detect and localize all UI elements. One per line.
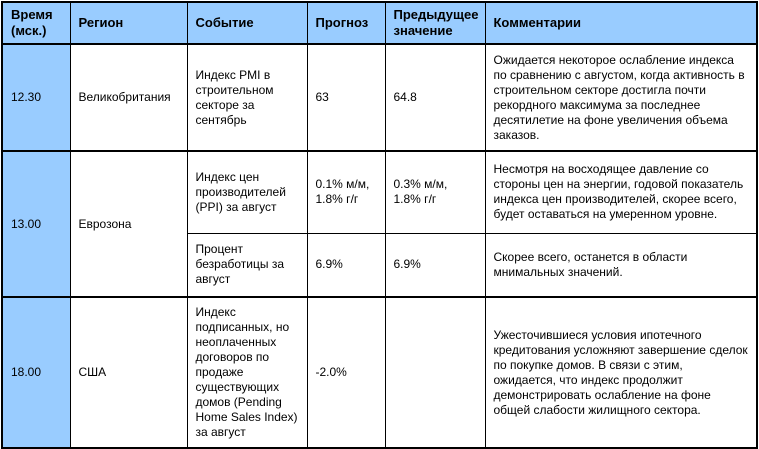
cell-region: Великобритания bbox=[69, 43, 188, 152]
header-forecast: Прогноз bbox=[306, 1, 386, 45]
table-row: 18.00 США Индекс подписанных, но неоплач… bbox=[1, 296, 758, 449]
cell-comment: Ужесточившиеся условия ипотечного кредит… bbox=[484, 296, 758, 449]
cell-forecast: -2.0% bbox=[306, 296, 386, 449]
cell-event: Индекс подписанных, но неоплаченных дого… bbox=[186, 296, 308, 449]
cell-comment: Скорее всего, останется в области мнимал… bbox=[484, 232, 758, 298]
table-row: 13.00 Еврозона Индекс цен производителей… bbox=[1, 150, 758, 298]
table-row: 12.30 Великобритания Индекс PMI в строит… bbox=[1, 43, 758, 152]
cell-previous bbox=[384, 296, 486, 449]
cell-event: Процент безработицы за август bbox=[186, 232, 308, 298]
cell-time: 13.00 bbox=[1, 150, 71, 298]
cell-comment: Ожидается некоторое ослабление индекса п… bbox=[484, 43, 758, 152]
cell-region: Еврозона bbox=[69, 150, 188, 298]
cell-previous: 64.8 bbox=[384, 43, 486, 152]
header-time: Время (мск.) bbox=[1, 1, 71, 45]
header-previous: Предыдущее значение bbox=[384, 1, 486, 45]
cell-time: 12.30 bbox=[1, 43, 71, 152]
table-header-row: Время (мск.) Регион Событие Прогноз Пред… bbox=[1, 1, 758, 45]
cell-previous: 6.9% bbox=[384, 232, 486, 298]
cell-comment: Несмотря на восходящее давление со сторо… bbox=[484, 150, 758, 234]
header-comments: Комментарии bbox=[484, 1, 758, 45]
cell-previous: 0.3% м/м, 1.8% г/г bbox=[384, 150, 486, 234]
cell-forecast: 0.1% м/м, 1.8% г/г bbox=[306, 150, 386, 234]
cell-event: Индекс цен производителей (PPI) за авгус… bbox=[186, 150, 308, 234]
cell-forecast: 6.9% bbox=[306, 232, 386, 298]
table-row: Процент безработицы за август 6.9% 6.9% … bbox=[2, 232, 758, 298]
cell-event: Индекс PMI в строительном секторе за сен… bbox=[186, 43, 308, 152]
cell-forecast: 63 bbox=[306, 43, 386, 152]
header-event: Событие bbox=[186, 1, 308, 45]
cell-region: США bbox=[69, 296, 188, 449]
header-region: Регион bbox=[69, 1, 188, 45]
cell-time: 18.00 bbox=[1, 296, 71, 449]
